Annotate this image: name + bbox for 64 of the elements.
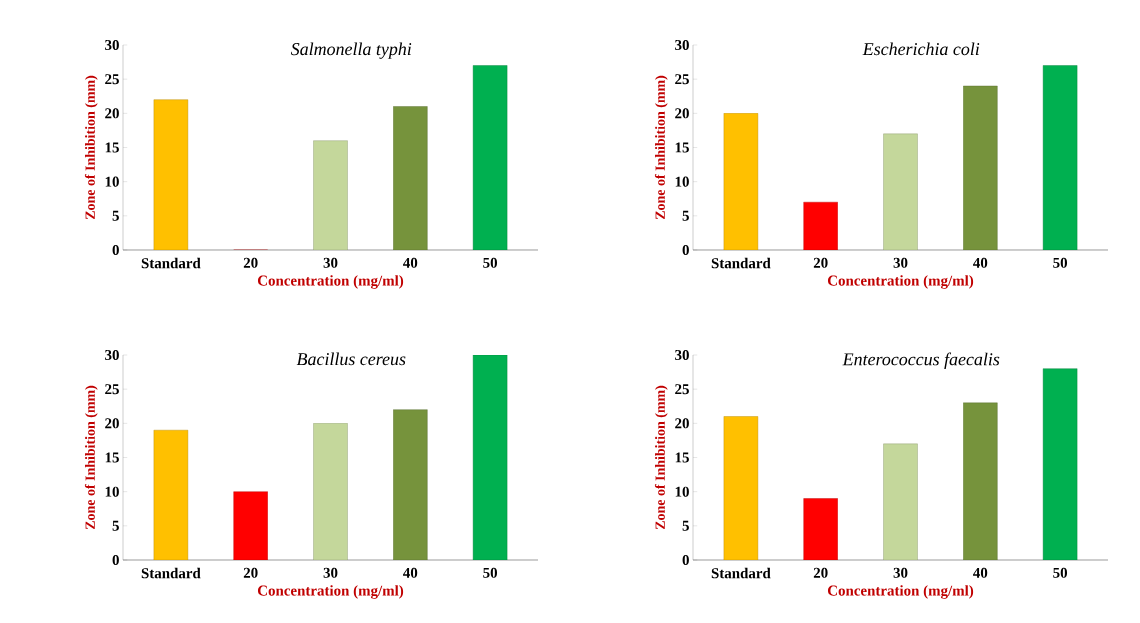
x-tick-label: 30 — [323, 257, 338, 268]
y-tick-label: 10 — [105, 176, 119, 187]
x-tick-label: 30 — [893, 567, 908, 578]
y-tick-label: 25 — [675, 74, 689, 85]
x-tick-label: 30 — [323, 567, 338, 578]
x-tick-label: 20 — [813, 567, 828, 578]
x-axis-title: Concentration (mg/ml) — [827, 275, 974, 289]
x-tick-label: 50 — [483, 567, 498, 578]
y-tick-label: 5 — [682, 520, 689, 531]
y-tick-label: 0 — [682, 244, 689, 256]
y-tick-label: 20 — [675, 108, 689, 119]
x-tick-label: 20 — [813, 257, 828, 268]
y-axis-title: Zone of Inhibition (mm) — [84, 75, 98, 220]
y-tick-label: 25 — [675, 384, 689, 395]
x-axis-title: Concentration (mg/ml) — [257, 585, 404, 599]
x-tick-label: 30 — [893, 257, 908, 268]
y-tick-label: 0 — [112, 244, 119, 256]
bar — [313, 140, 348, 250]
x-tick-label: 40 — [403, 567, 418, 578]
chart-title: Enterococcus faecalis — [842, 352, 1000, 369]
y-tick-label: 30 — [675, 349, 689, 361]
y-tick-label: 30 — [675, 39, 689, 51]
y-tick-label: 20 — [105, 418, 119, 429]
y-tick-label: 5 — [112, 210, 119, 221]
y-axis-title: Zone of Inhibition (mm) — [654, 75, 668, 220]
x-axis-title: Concentration (mg/ml) — [827, 585, 974, 599]
chart-title: Bacillus cereus — [296, 352, 406, 366]
x-tick-label: 20 — [243, 257, 258, 268]
y-tick-label: 25 — [105, 384, 119, 395]
y-tick-label: 5 — [682, 210, 689, 221]
y-tick-label: 15 — [105, 452, 119, 463]
x-tick-label: 50 — [483, 257, 498, 268]
y-tick-label: 20 — [675, 418, 689, 429]
y-axis-title: Zone of Inhibition (mm) — [654, 385, 668, 530]
bar — [963, 85, 998, 250]
chart-title: Escherichia coli — [862, 42, 980, 56]
bar — [393, 106, 428, 250]
y-tick-label: 30 — [105, 39, 119, 51]
x-tick-label: Standard — [711, 257, 771, 269]
x-tick-label: 50 — [1053, 567, 1068, 578]
bar — [883, 133, 918, 250]
y-tick-label: 30 — [105, 349, 119, 361]
y-tick-label: 15 — [675, 452, 689, 463]
y-tick-label: 10 — [675, 486, 689, 497]
x-tick-label: Standard — [141, 567, 201, 579]
x-tick-label: 20 — [243, 567, 258, 578]
x-axis-title: Concentration (mg/ml) — [257, 275, 404, 289]
y-tick-label: 10 — [675, 176, 689, 187]
y-tick-label: 5 — [112, 520, 119, 531]
x-tick-label: 40 — [403, 257, 418, 268]
x-tick-label: 50 — [1053, 257, 1068, 268]
y-tick-label: 15 — [105, 142, 119, 153]
y-tick-label: 25 — [105, 74, 119, 85]
y-tick-label: 10 — [105, 486, 119, 497]
y-axis-title: Zone of Inhibition (mm) — [84, 385, 98, 530]
x-tick-label: 40 — [973, 567, 988, 578]
y-tick-label: 15 — [675, 142, 689, 153]
x-tick-label: Standard — [141, 257, 201, 269]
y-tick-label: 0 — [682, 554, 689, 566]
chart-title: Salmonella typhi — [290, 42, 412, 59]
x-tick-label: Standard — [711, 567, 771, 579]
y-tick-label: 20 — [105, 108, 119, 119]
x-tick-label: 40 — [973, 257, 988, 268]
y-tick-label: 0 — [112, 554, 119, 566]
